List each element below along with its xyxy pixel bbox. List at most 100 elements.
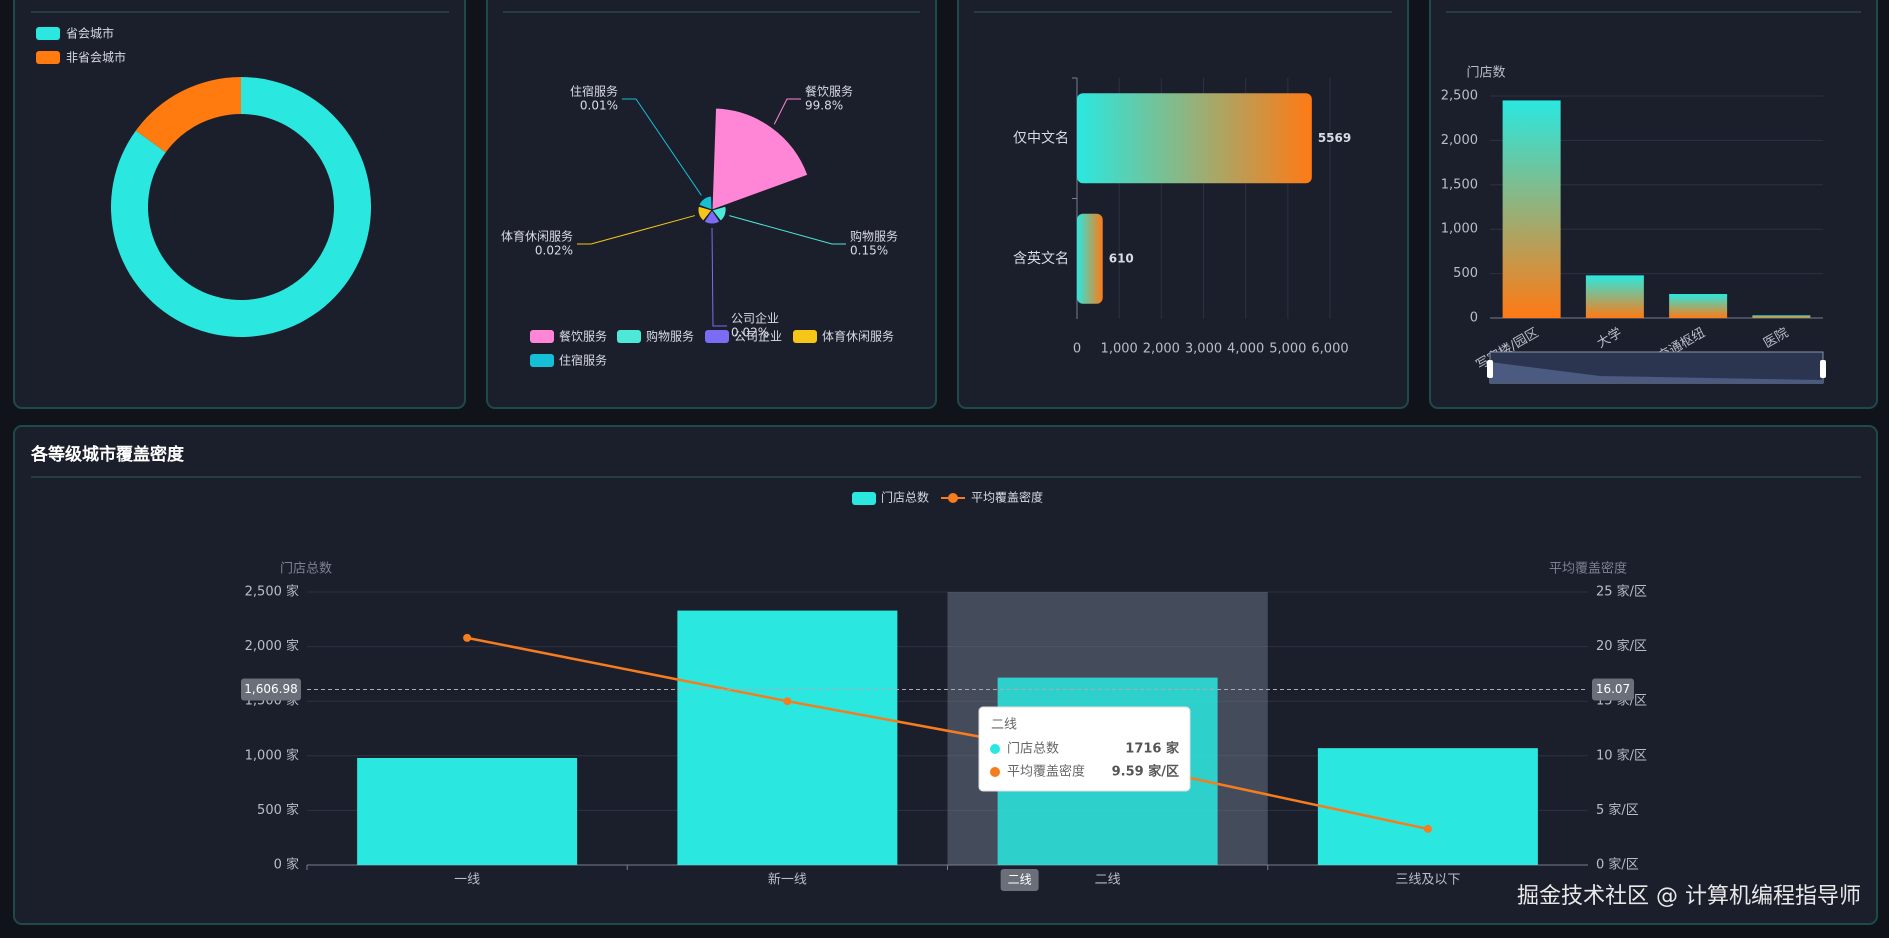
y-tick-label: 1,000 家: [245, 747, 299, 763]
value-label: 5569: [1318, 131, 1351, 145]
y2-tick-label: 20 家/区: [1596, 638, 1647, 654]
legend-swatch: [530, 354, 554, 367]
bar: [1669, 294, 1728, 318]
y-tick-label: 2,500: [1441, 89, 1478, 104]
panel-title: 各等级城市覆盖密度: [30, 444, 185, 465]
y-tick-label: 1,500: [1441, 177, 1478, 192]
y2-tick-label: 25 家/区: [1596, 584, 1647, 600]
label-line: [622, 98, 702, 196]
slice-label: 购物服务: [850, 229, 898, 244]
slice-label: 体育休闲服务: [501, 229, 573, 244]
y-axis-label: 门店数: [1466, 66, 1505, 81]
x-tick-label: 5,000: [1269, 342, 1306, 357]
bar: [1077, 213, 1103, 304]
y2-tick-label: 5 家/区: [1596, 802, 1639, 818]
donut-slice: [135, 77, 241, 153]
x-tick-label: 4,000: [1227, 342, 1264, 357]
bar: [677, 610, 898, 865]
label-line: [577, 215, 695, 245]
bar: [1317, 748, 1538, 865]
bar: [1502, 100, 1561, 318]
x-tick-label: 1,000: [1101, 342, 1138, 357]
legend-swatch: [36, 27, 60, 40]
line-point: [1423, 824, 1432, 833]
y2-tick-label: 10 家/区: [1596, 747, 1647, 763]
legend-label: 非省会城市: [66, 50, 126, 65]
slice-label: 住宿服务: [570, 84, 618, 99]
y2-tick-label: 0 家/区: [1596, 857, 1639, 873]
pointer-label: 16.07: [1596, 682, 1630, 696]
tooltip-value: 1716 家: [1125, 741, 1180, 757]
legend-label: 住宿服务: [559, 353, 607, 368]
label-line: [729, 215, 846, 245]
y-tick-label: 0: [1470, 311, 1478, 326]
pointer-label-box: [1000, 869, 1039, 891]
y-tick-label: 0 家: [274, 857, 299, 873]
slice-value: 99.8%: [805, 99, 843, 113]
label-line: [773, 98, 801, 125]
y-tick-label: 500 家: [257, 802, 299, 818]
pointer-label-box: [241, 678, 301, 701]
line-point: [783, 697, 792, 706]
legend-label: 公司企业: [734, 329, 782, 344]
y2-axis-label: 平均覆盖密度: [1549, 561, 1627, 577]
legend-swatch: [705, 330, 729, 343]
label-line: [711, 228, 727, 327]
y-tick-label: 2,000 家: [245, 638, 299, 654]
bar: [1077, 93, 1312, 184]
slice-value: 0.02%: [731, 326, 769, 340]
value-label: 610: [1109, 251, 1134, 265]
x-tick-label: 0: [1073, 342, 1081, 357]
panel: [13, 0, 466, 409]
legend-swatch: [948, 493, 958, 503]
legend-label: 平均覆盖密度: [971, 490, 1043, 505]
tooltip-marker: [990, 767, 1000, 777]
slice-value: 0.02%: [535, 244, 573, 258]
legend-label: 体育休闲服务: [822, 329, 894, 344]
x-tick-label: 新一线: [768, 872, 807, 888]
zoom-handle: [1487, 360, 1493, 378]
pointer-label: 二线: [1008, 873, 1032, 887]
y-tick-label: 2,000: [1441, 133, 1478, 148]
rose-slice: [698, 195, 713, 211]
legend-label: 门店总数: [881, 490, 929, 505]
x-tick-label: 3,000: [1185, 342, 1222, 357]
pointer-label-box: [1592, 678, 1634, 701]
slice-label: 餐饮服务: [805, 84, 853, 99]
category-label: 仅中文名: [1013, 130, 1069, 146]
zoom-preview: [1490, 362, 1823, 383]
pointer-label: 1,606.98: [244, 682, 297, 696]
tooltip: [978, 706, 1191, 792]
watermark: 掘金技术社区 @ 计算机编程指导师: [1517, 884, 1861, 909]
bar: [357, 757, 578, 865]
line-point: [463, 633, 472, 642]
legend-swatch: [36, 51, 60, 64]
x-tick-label: 6,000: [1311, 342, 1348, 357]
y-axis-label: 门店总数: [280, 562, 332, 577]
legend-label: 购物服务: [646, 329, 694, 344]
legend-label: 省会城市: [66, 26, 114, 41]
slice-value: 0.15%: [850, 244, 888, 258]
y-tick-label: 500: [1453, 266, 1478, 281]
x-tick-label: 2,000: [1143, 342, 1180, 357]
slice-value: 0.01%: [580, 99, 618, 113]
zoom-handle: [1820, 360, 1826, 378]
legend-swatch: [852, 492, 876, 505]
y-tick-label: 1,000: [1441, 222, 1478, 237]
tooltip-value: 9.59 家/区: [1112, 764, 1179, 780]
tooltip-title: 二线: [991, 718, 1017, 733]
panel: [13, 425, 1878, 925]
legend-swatch: [530, 330, 554, 343]
legend-swatch: [793, 330, 817, 343]
tooltip-marker: [990, 744, 1000, 754]
bar: [1585, 275, 1644, 318]
legend-label: 餐饮服务: [559, 329, 607, 344]
bar: [1752, 315, 1811, 318]
slice-label: 公司企业: [731, 311, 779, 326]
line: [466, 636, 1429, 831]
x-tick-label: 三线及以下: [1395, 873, 1460, 888]
x-tick-label: 二线: [1095, 873, 1121, 888]
legend-swatch: [617, 330, 641, 343]
tooltip-name: 门店总数: [1007, 742, 1059, 757]
